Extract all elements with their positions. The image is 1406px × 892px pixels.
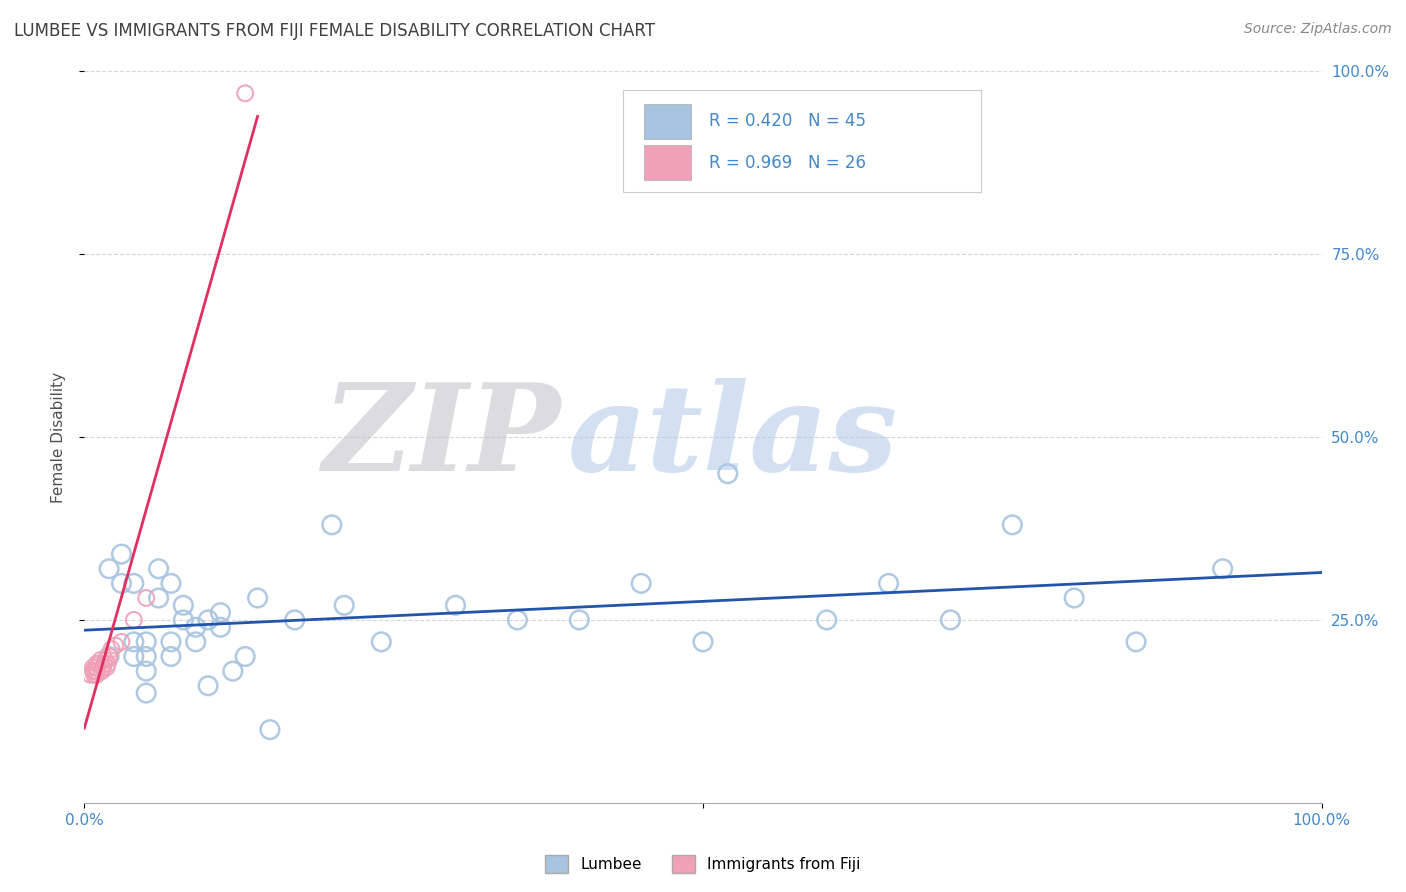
Point [284, 613, 307, 627]
Point [104, 639, 127, 653]
Point [506, 613, 529, 627]
Point [246, 591, 269, 605]
Point [83, 664, 105, 678]
Point [135, 649, 157, 664]
Point [86, 667, 108, 681]
Point [82, 664, 104, 678]
Point [98, 562, 121, 576]
Point [209, 620, 232, 634]
Point [98, 649, 121, 664]
Y-axis label: Female Disability: Female Disability [51, 371, 66, 503]
Point [148, 591, 170, 605]
Point [84, 660, 107, 674]
Point [197, 613, 219, 627]
Point [1212, 562, 1234, 576]
Point [135, 664, 157, 678]
Text: ZIP: ZIP [322, 378, 561, 496]
Point [135, 686, 157, 700]
Point [222, 664, 245, 678]
Point [96, 660, 118, 674]
Point [630, 576, 652, 591]
Point [110, 635, 132, 649]
Point [160, 649, 183, 664]
Point [172, 613, 194, 627]
Point [1125, 635, 1147, 649]
Point [100, 642, 122, 657]
Point [110, 576, 132, 591]
Point [877, 576, 900, 591]
Point [444, 599, 467, 613]
Point [86, 660, 108, 674]
FancyBboxPatch shape [644, 145, 690, 180]
Text: LUMBEE VS IMMIGRANTS FROM FIJI FEMALE DISABILITY CORRELATION CHART: LUMBEE VS IMMIGRANTS FROM FIJI FEMALE DI… [14, 22, 655, 40]
Point [259, 723, 281, 737]
Point [91, 660, 114, 674]
Point [135, 591, 157, 605]
Legend: Lumbee, Immigrants from Fiji: Lumbee, Immigrants from Fiji [538, 848, 868, 880]
Point [83, 667, 105, 681]
Point [94, 653, 117, 667]
Point [184, 620, 207, 634]
Text: R = 0.969   N = 26: R = 0.969 N = 26 [709, 153, 866, 172]
Point [93, 657, 115, 671]
Point [122, 613, 145, 627]
Text: Source: ZipAtlas.com: Source: ZipAtlas.com [1244, 22, 1392, 37]
Point [86, 657, 108, 671]
Point [122, 576, 145, 591]
Point [97, 657, 120, 671]
Point [172, 599, 194, 613]
Text: atlas: atlas [567, 378, 897, 496]
Point [321, 517, 343, 532]
Point [86, 664, 108, 678]
Point [79, 667, 101, 681]
Point [815, 613, 838, 627]
Point [1063, 591, 1085, 605]
FancyBboxPatch shape [623, 90, 981, 192]
Point [89, 657, 111, 671]
Point [82, 660, 104, 674]
Point [1001, 517, 1024, 532]
Point [122, 649, 145, 664]
Point [148, 562, 170, 576]
Point [717, 467, 740, 481]
Point [692, 635, 714, 649]
Point [209, 606, 232, 620]
Point [233, 649, 256, 664]
Point [98, 649, 121, 664]
Text: R = 0.420   N = 45: R = 0.420 N = 45 [709, 112, 866, 130]
Point [160, 576, 183, 591]
Point [939, 613, 962, 627]
Point [84, 664, 107, 678]
Point [370, 635, 392, 649]
Point [160, 635, 183, 649]
Point [197, 679, 219, 693]
Point [568, 613, 591, 627]
Point [135, 635, 157, 649]
Point [90, 664, 112, 678]
Point [233, 87, 256, 101]
Point [122, 635, 145, 649]
Point [110, 547, 132, 561]
Point [333, 599, 356, 613]
FancyBboxPatch shape [644, 103, 690, 138]
Point [184, 635, 207, 649]
Point [89, 653, 111, 667]
